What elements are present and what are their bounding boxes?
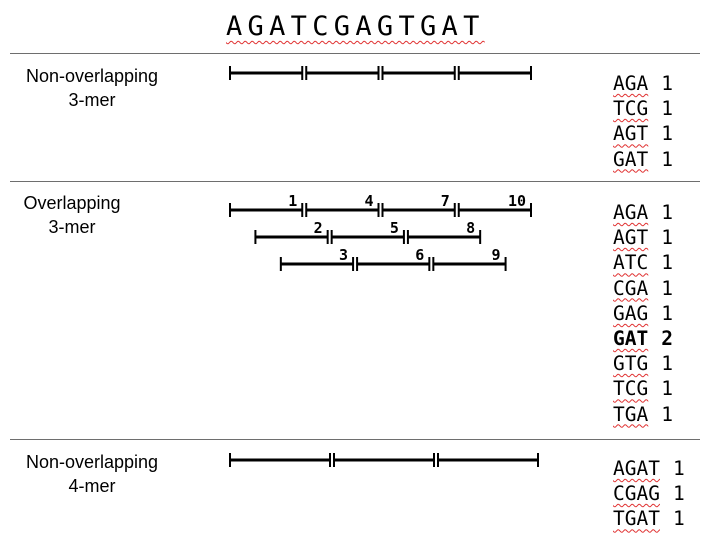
section-divider [10,53,700,54]
kmer-label: GAT [613,147,649,171]
kmer-label: GAT [613,327,649,351]
kmer-count-value: 1 [672,507,685,531]
kmer-count-value: 1 [661,402,673,426]
kmer-count-row: ATC 1 [613,250,673,275]
kmer-segment: 4 [305,192,380,217]
kmer-segment: 1 [229,192,304,217]
segment-number: 8 [466,219,475,237]
segment-number: 3 [339,246,348,264]
kmer-count-value: 1 [661,122,673,146]
kmer-segment: 5 [330,219,405,244]
kmer-count-row: GTG 1 [613,351,673,376]
kmer-count-row: AGT 1 [613,225,673,250]
kmer-count-row: AGT 1 [613,121,673,146]
kmer-count-value: 1 [661,276,673,300]
kmer-count-row: TCG 1 [613,376,673,401]
kmer-count-row: AGAT 1 [613,456,685,481]
section-label-nonoverlap-4mer: Non-overlapping 4-mer [25,452,159,496]
kmer-segment [437,453,539,467]
kmer-count-row: CGAG 1 [613,481,685,506]
kmer-segment: 8 [406,219,482,244]
kmer-count-value: 1 [661,251,673,275]
kmer-segment: 10 [457,192,532,217]
segment-number: 7 [441,192,450,210]
kmer-segment [333,453,435,467]
kmer-label: TGA [613,402,649,426]
kmer-count-value: 1 [661,201,673,224]
segment-number: 5 [390,219,399,237]
kmer-label: CGAG [613,482,660,506]
kmer-segment [305,66,380,80]
segment-number: 6 [415,246,424,264]
kmer-label: TGAT [613,507,660,531]
kmer-count-row: AGA 1 [613,200,673,225]
kmer-count-value: 1 [661,226,673,250]
kmer-label: AGT [613,226,649,250]
kmer-label: CGA [613,276,649,300]
kmer-label: AGA [613,201,649,224]
kmer-count-row: GAT 1 [613,147,673,172]
kmer-count-row: CGA 1 [613,276,673,301]
kmer-segment: 7 [381,192,456,217]
kmer-segment [229,66,304,80]
kmer-label: GTG [613,352,649,376]
section-divider [10,439,700,440]
kmer-label: ATC [613,251,649,275]
kmer-count-value: 1 [672,457,685,480]
kmer-segment: 2 [254,219,329,244]
segment-number: 10 [508,192,526,210]
kmer-segment [457,66,532,80]
kmer-label: GAG [613,301,649,325]
segment-number: 9 [492,246,501,264]
kmer-count-value: 1 [661,72,673,95]
kmer-count-value: 1 [672,482,685,506]
kmer-count-value: 2 [661,327,673,351]
kmer-segment: 9 [432,246,507,271]
kmer-segment: 3 [279,246,355,271]
kmer-segment [229,453,331,467]
kmer-count-row: AGA 1 [613,71,673,96]
kmer-label: TCG [613,377,649,401]
kmer-count-row: GAG 1 [613,301,673,326]
segment-number: 2 [314,219,323,237]
segment-number: 1 [288,192,297,210]
section-label-nonoverlap-3mer: Non-overlapping 3-mer [25,66,159,110]
kmer-count-row: GAT 2 [613,326,673,351]
dna-sequence: AGATCGAGTGAT [226,11,485,42]
section-label-overlap-3mer: Overlapping 3-mer [23,193,121,237]
kmer-count-value: 1 [661,147,673,171]
kmer-count-value: 1 [661,352,673,376]
kmer-count-value: 1 [661,301,673,325]
kmer-count-list: AGA 1 TCG 1 AGT 1 GAT 1 [613,71,673,172]
kmer-count-row: TGAT 1 [613,506,685,531]
kmer-label: TCG [613,97,649,121]
kmer-label: AGA [613,72,649,95]
kmer-count-value: 1 [661,377,673,401]
kmer-segment [381,66,456,80]
kmer-label: AGAT [613,457,660,480]
kmer-count-list: AGA 1 AGT 1 ATC 1 CGA 1 GAG 1 GAT 2 GTG 1 TCG 1 TGA 1 [613,200,673,427]
kmer-segment: 6 [356,246,431,271]
kmer-count-list: AGAT 1 CGAG 1 TGAT 1 [613,456,685,532]
section-divider [10,181,700,182]
segment-number: 4 [364,192,373,210]
kmer-count-value: 1 [661,97,673,121]
kmer-count-row: TGA 1 [613,402,673,427]
kmer-label: AGT [613,122,649,146]
kmer-count-row: TCG 1 [613,96,673,121]
